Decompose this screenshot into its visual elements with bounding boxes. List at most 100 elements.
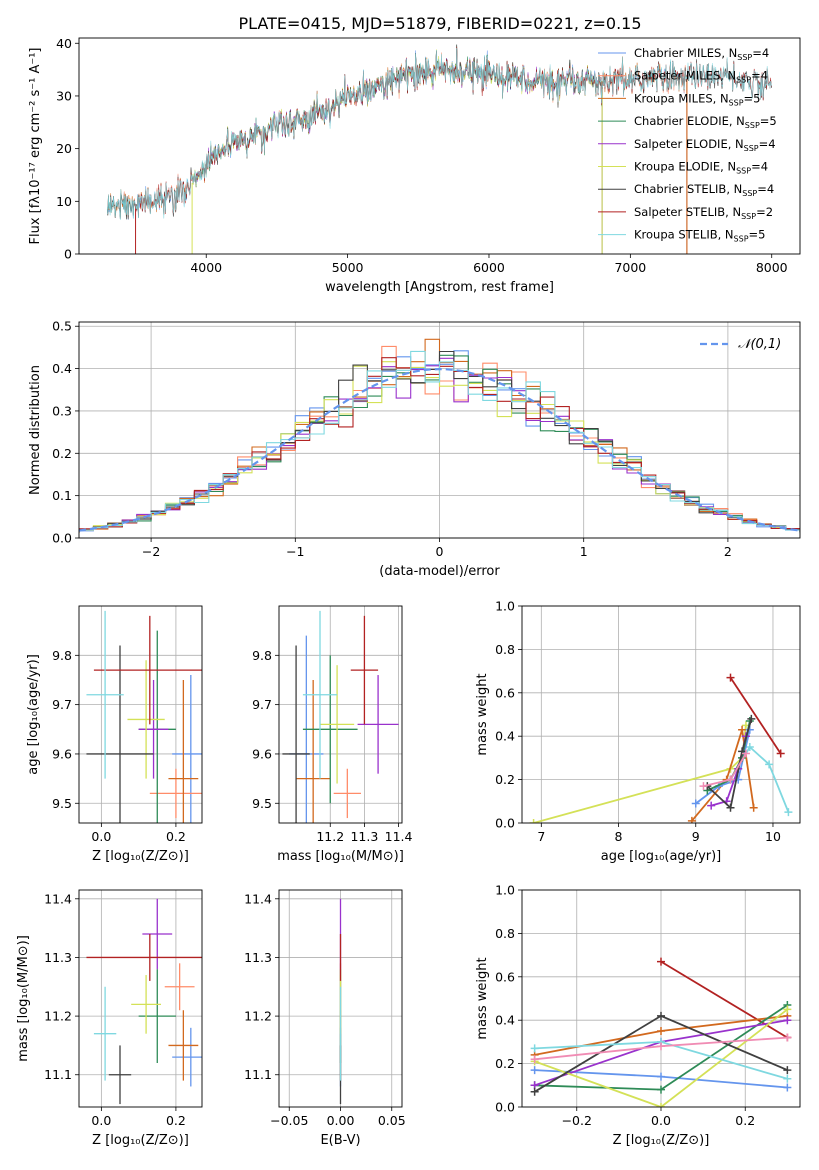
panel-spectrum: 4000 5000 6000 7000 8000 0 10 20 30 40 wavelength … (28, 36, 801, 295)
x-tick-label: 8000 (756, 260, 788, 275)
weight-marker (738, 725, 747, 734)
y-tick-label: 1.0 (495, 883, 515, 898)
errorbar-point (296, 679, 331, 823)
x-tick-label: 0.00 (327, 1113, 355, 1128)
y-tick-label: 9.8 (52, 648, 72, 663)
y-tick-label: 0.1 (52, 488, 72, 503)
weight-marker (530, 1087, 539, 1096)
legend-value: =5 (760, 114, 777, 128)
errorbar-point (350, 615, 379, 725)
weight-marker (741, 749, 750, 758)
legend-entry: 𝒩(0,1) (738, 337, 781, 352)
y-tick-label: 0.3 (52, 403, 72, 418)
x-tick-label: 4000 (190, 260, 222, 275)
weight-line (691, 729, 755, 822)
weight-marker (747, 714, 756, 723)
errorbar-point (320, 665, 355, 784)
weight-marker (699, 782, 708, 791)
legend-entry: Kroupa MILES, NSSP=5 (634, 91, 760, 107)
legend-subscript: SSP (741, 212, 756, 221)
legend-text: Salpeter MILES, N (634, 69, 736, 83)
y-tick-label: 0.2 (52, 446, 72, 461)
weight-marker (657, 957, 665, 966)
legend-text: Salpeter STELIB, N (634, 205, 741, 219)
x-tick-label: 2 (724, 544, 732, 559)
plot-area (79, 338, 800, 534)
weight-marker (776, 749, 785, 758)
weight-marker (749, 803, 758, 812)
panel-mass-vs-Z: 0.0 0.2 11.1 11.2 11.3 11.4 Z [log₁₀(Z/Z⊙)] mas… (16, 889, 203, 1148)
x-tick-label: 0.0 (651, 1113, 671, 1128)
legend-entry: Kroupa ELODIE, NSSP=4 (634, 160, 768, 176)
legend-entry: Chabrier STELIB, NSSP=4 (634, 182, 774, 198)
x-tick-label: −0.2 (562, 1113, 592, 1128)
legend-subscript: SSP (745, 121, 760, 130)
weight-line (695, 729, 751, 805)
plot-area (86, 610, 202, 823)
errorbar-point (357, 675, 399, 774)
weight-series (529, 721, 750, 823)
y-tick-label: 30 (56, 88, 72, 103)
errorbar-point (93, 986, 117, 1081)
weight-marker (657, 1027, 665, 1036)
y-tick-label: 11.4 (44, 891, 72, 906)
x-tick-label: −1 (286, 544, 304, 559)
x-tick-label: 9 (692, 829, 700, 844)
errorbar-point (138, 969, 176, 1064)
weight-marker (657, 1011, 665, 1020)
x-axis-label: Z [log₁₀(Z/Z⊙)] (613, 1133, 710, 1148)
x-tick-label: 0.2 (166, 829, 186, 844)
axes-frame (278, 889, 403, 1108)
y-tick-label: 1.0 (495, 599, 515, 614)
panel-weight-vs-age: 7 8 9 10 0.0 0.2 0.4 0.6 0.8 1.0 age [log₁₀(age/yr… (475, 599, 801, 864)
histogram-step (79, 350, 800, 534)
legend-text: Kroupa MILES, N (634, 91, 729, 105)
axes-frame (521, 605, 801, 824)
weight-marker (530, 1044, 539, 1053)
weight-marker (529, 819, 538, 823)
y-tick-label: 9.6 (52, 746, 72, 761)
x-tick-label: −0.05 (270, 1113, 308, 1128)
y-tick-label: 0.2 (495, 772, 515, 787)
weight-marker (530, 1066, 539, 1075)
weight-marker (783, 1074, 792, 1083)
weight-marker (691, 799, 700, 808)
grid (79, 606, 202, 823)
x-axis-label: (data-model)/error (379, 564, 500, 579)
axes-frame (521, 889, 801, 1108)
weight-marker (657, 1072, 665, 1081)
x-tick-label: 11.4 (385, 829, 413, 844)
errorbar-point (93, 615, 202, 725)
x-axis-label: age [log₁₀(age/yr)] (601, 849, 722, 864)
weight-series (687, 725, 758, 823)
x-tick-label: 8 (615, 829, 623, 844)
plot-area (106, 44, 773, 254)
weight-marker (726, 775, 735, 784)
x-axis-label: mass [log₁₀(M/M⊙)] (277, 849, 404, 864)
y-tick-label: 9.5 (252, 796, 272, 811)
legend-subscript: SSP (742, 189, 757, 198)
weight-marker (783, 1083, 792, 1092)
grid (522, 605, 800, 824)
errorbar-point (127, 660, 165, 779)
weight-line (706, 718, 753, 810)
axes-frame (78, 605, 203, 824)
x-tick-label: 7000 (614, 260, 646, 275)
weight-series (699, 749, 750, 791)
y-tick-label: 0.8 (495, 926, 515, 941)
errorbar-point (168, 679, 199, 823)
errorbar-point (172, 675, 202, 823)
y-tick-label: 0.0 (495, 1100, 515, 1115)
legend-subscript: SSP (734, 235, 749, 244)
weight-marker (783, 1066, 792, 1075)
x-tick-label: 11.2 (316, 829, 344, 844)
legend-value: =5 (744, 91, 761, 105)
axes-frame (78, 889, 203, 1108)
y-tick-label: 0.0 (52, 531, 72, 546)
y-axis-label: Normed distribution (28, 365, 43, 495)
weight-marker (783, 1005, 792, 1014)
x-tick-label: 0.0 (91, 829, 111, 844)
weight-marker (657, 1042, 665, 1051)
y-axis-label: age [log₁₀(age/yr)] (26, 654, 41, 775)
